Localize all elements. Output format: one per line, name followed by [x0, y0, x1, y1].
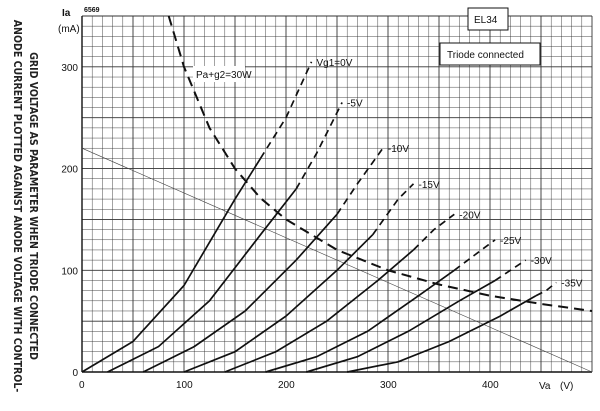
side-caption-line1: ANODE CURRENT PLOTTED AGAINST ANODE VOLT… [11, 20, 23, 393]
power-box [193, 66, 245, 82]
x-tick-label: 200 [278, 380, 295, 391]
characteristic-curve-dashed [412, 213, 455, 251]
y-tick-label: 200 [61, 165, 78, 176]
x-tick-label: 400 [482, 380, 499, 391]
characteristic-curve-dashed [259, 61, 313, 159]
side-caption: ANODE CURRENT PLOTTED AGAINST ANODE VOLT… [11, 20, 39, 393]
curve-labels: Vg1=0V -5V -10V -15V -20V -25V -30V -35V [317, 58, 583, 290]
series-label: -35V [561, 278, 582, 289]
x-axis-unit: (V) [560, 381, 573, 392]
x-axis-label: Va [539, 381, 551, 392]
y-tick-label: 0 [72, 368, 78, 379]
characteristic-curve-dashed [535, 281, 557, 297]
power-label: Pa+g2=30W [196, 70, 252, 81]
chart-subtitle: Triode connected [447, 50, 524, 61]
chart-title: EL34 [474, 15, 498, 26]
series-label: -30V [531, 256, 552, 267]
y-axis-unit: (mA) [58, 24, 80, 35]
figure-code: 6569 [84, 7, 100, 14]
grid [81, 15, 593, 373]
characteristic-curve [81, 157, 262, 373]
x-tick-label: 0 [79, 380, 85, 391]
series-label: Vg1=0V [317, 58, 353, 69]
characteristic-curve-dashed [372, 183, 415, 236]
characteristic-curve [224, 249, 415, 373]
tube-box [467, 7, 509, 31]
characteristic-curve [107, 188, 297, 373]
side-caption-line2: GRID VOLTAGE AS PARAMETER WHEN TRIODE CO… [27, 52, 39, 360]
y-tick-label: 300 [61, 63, 78, 74]
characteristic-curve-dashed [336, 147, 384, 215]
power-dissipation-curve [167, 15, 593, 312]
characteristic-curve [347, 294, 537, 373]
y-tick-label: 100 [61, 266, 78, 277]
series-label: -5V [347, 98, 363, 109]
series-label: -25V [500, 236, 521, 247]
x-tick-label: 300 [380, 380, 397, 391]
characteristic-curve [142, 213, 338, 373]
series-label: -20V [459, 210, 480, 221]
characteristic-curve-dashed [453, 239, 496, 271]
characteristic-curve [265, 269, 455, 373]
load-line [81, 147, 593, 373]
series-label: -15V [419, 180, 440, 191]
tick-labels: 0 100 200 300 400 0 100 200 300 [61, 63, 499, 391]
x-tick-label: 100 [176, 380, 193, 391]
curves [81, 15, 593, 373]
characteristic-curve [306, 279, 496, 373]
series-label: -10V [388, 144, 409, 155]
characteristic-curve-dashed [295, 102, 343, 190]
y-axis-label: Ia [62, 8, 71, 19]
axes [81, 16, 592, 373]
mode-box [439, 42, 541, 66]
characteristic-curve-dashed [494, 259, 527, 282]
characteristic-curve [183, 234, 374, 373]
